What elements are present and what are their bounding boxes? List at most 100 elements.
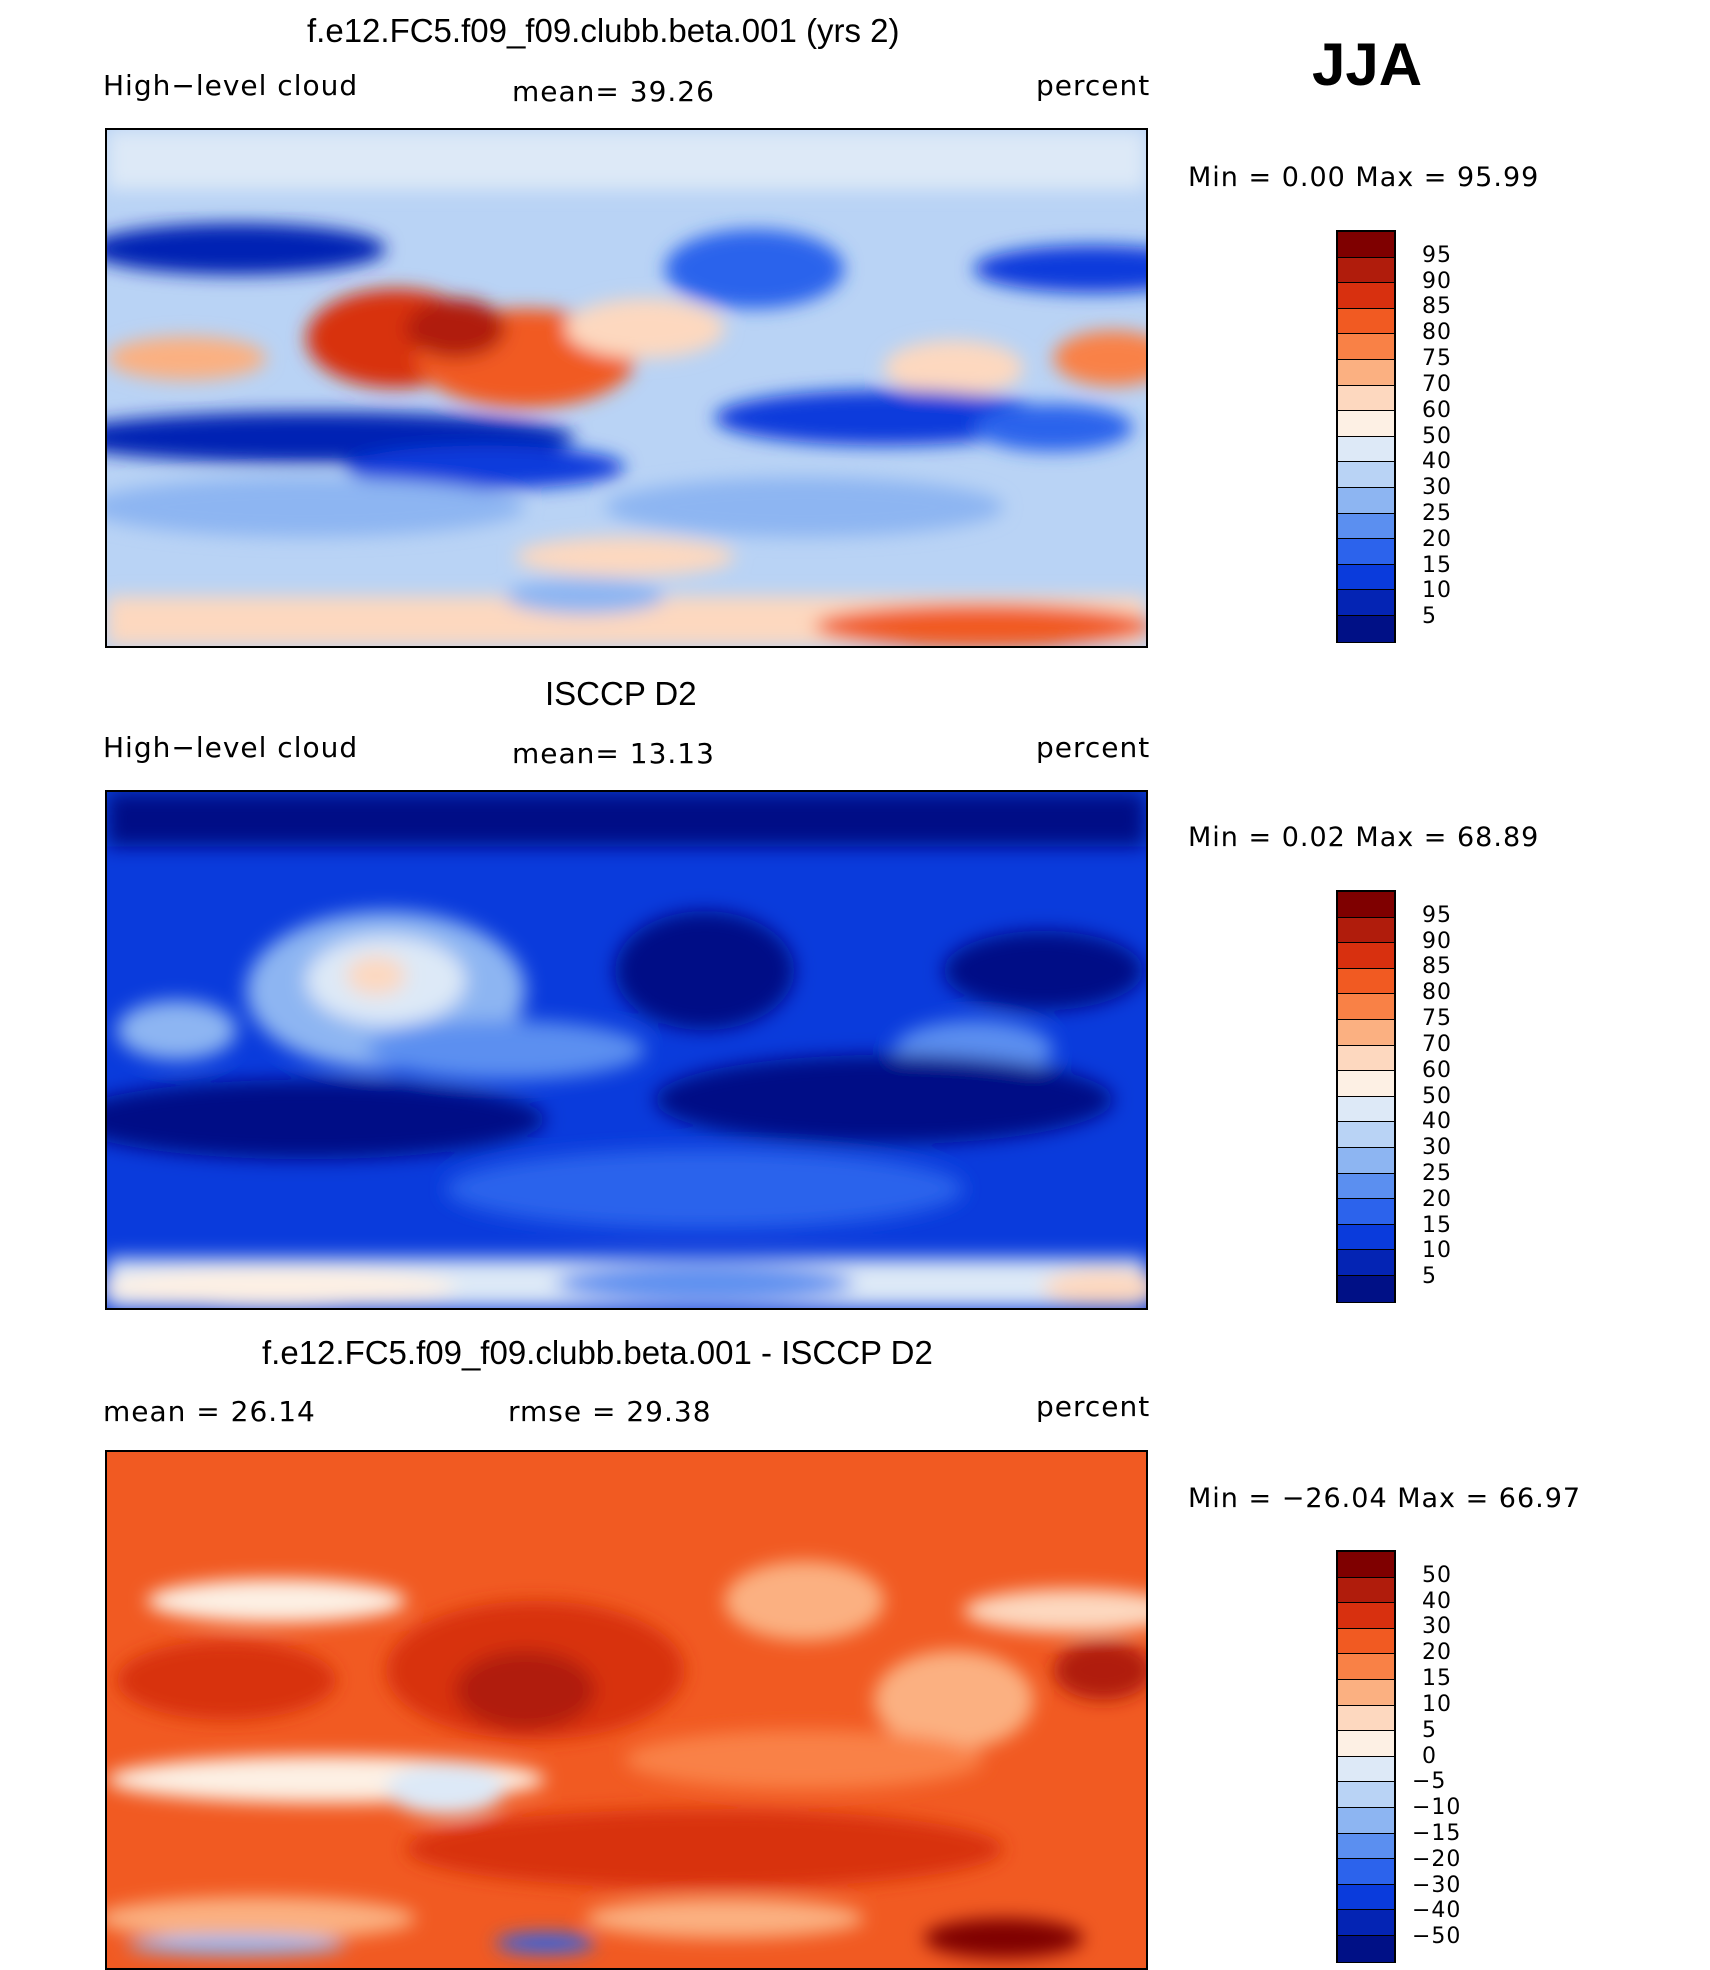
colorbar-tick-label: 20 xyxy=(1422,526,1452,552)
panel3-units-label: percent xyxy=(1036,1390,1151,1423)
colorbar-segment xyxy=(1338,436,1394,463)
colorbar-tick-label: 85 xyxy=(1422,294,1452,320)
colorbar-segment xyxy=(1338,564,1394,591)
panel2-map xyxy=(105,790,1148,1310)
colorbar-segment xyxy=(1338,1577,1394,1604)
panel2-title: ISCCP D2 xyxy=(545,675,697,712)
panel1-map xyxy=(105,128,1148,648)
colorbar-segment xyxy=(1338,1807,1394,1834)
colorbar-segment xyxy=(1338,513,1394,540)
panel3-minmax: Min = −26.04 Max = 66.97 xyxy=(1188,1483,1582,1514)
panel3-map xyxy=(105,1450,1148,1970)
panel3-mean-label: mean = 26.14 xyxy=(103,1395,316,1428)
colorbar-tick-label: −40 xyxy=(1412,1898,1462,1924)
panel2-mean-label: mean= 13.13 xyxy=(512,737,715,770)
colorbar-tick-label: 20 xyxy=(1422,1640,1452,1666)
colorbar-segment xyxy=(1338,385,1394,412)
panel3-rmse-label: rmse = 29.38 xyxy=(508,1395,712,1428)
colorbar-segment xyxy=(1338,1654,1394,1680)
panel1-units-label: percent xyxy=(1036,69,1151,102)
colorbar-tick-label: 15 xyxy=(1422,552,1452,578)
colorbar-segment xyxy=(1338,1096,1394,1123)
colorbar-tick-label: 90 xyxy=(1422,268,1452,294)
colorbar-tick-label: −5 xyxy=(1412,1769,1447,1795)
colorbar-segment xyxy=(1338,359,1394,386)
colorbar-segment xyxy=(1338,1019,1394,1046)
colorbar-segment xyxy=(1338,1224,1394,1251)
colorbar-segment xyxy=(1338,1679,1394,1706)
colorbar-segment xyxy=(1338,615,1394,642)
panel2-units-label: percent xyxy=(1036,731,1151,764)
colorbar-tick-label: −10 xyxy=(1412,1795,1462,1821)
colorbar-segment xyxy=(1338,334,1394,360)
colorbar-segment xyxy=(1338,1884,1394,1911)
colorbar-tick-label: 60 xyxy=(1422,1057,1452,1083)
colorbar-tick-label: 50 xyxy=(1422,1083,1452,1109)
colorbar-segment xyxy=(1338,487,1394,514)
panel2-minmax: Min = 0.02 Max = 68.89 xyxy=(1188,822,1540,853)
colorbar-tick-label: 60 xyxy=(1422,397,1452,423)
panel2-variable-label: High−level cloud xyxy=(103,731,359,764)
colorbar-tick-label: 95 xyxy=(1422,902,1452,928)
colorbar-segment xyxy=(1338,1782,1394,1808)
panel1-mean-label: mean= 39.26 xyxy=(512,75,715,108)
panel1-colorbar xyxy=(1336,230,1396,643)
colorbar-tick-label: 80 xyxy=(1422,980,1452,1006)
colorbar-segment xyxy=(1338,1552,1394,1578)
colorbar-segment xyxy=(1338,1756,1394,1783)
colorbar-tick-label: 0 xyxy=(1422,1743,1437,1769)
colorbar-tick-label: 90 xyxy=(1422,928,1452,954)
colorbar-segment xyxy=(1338,539,1394,565)
colorbar-segment xyxy=(1338,232,1394,258)
colorbar-segment xyxy=(1338,1705,1394,1732)
colorbar-tick-label: −30 xyxy=(1412,1872,1462,1898)
colorbar-tick-label: 40 xyxy=(1422,1109,1452,1135)
colorbar-tick-label: 30 xyxy=(1422,1135,1452,1161)
colorbar-tick-label: 20 xyxy=(1422,1186,1452,1212)
colorbar-segment xyxy=(1338,1173,1394,1200)
colorbar-segment xyxy=(1338,994,1394,1020)
colorbar-segment xyxy=(1338,1199,1394,1225)
season-label: JJA xyxy=(1312,31,1423,98)
colorbar-tick-label: 10 xyxy=(1422,578,1452,604)
colorbar-tick-label: 50 xyxy=(1422,1562,1452,1588)
colorbar-tick-label: 5 xyxy=(1422,604,1437,630)
colorbar-segment xyxy=(1338,1250,1394,1276)
panel1-title: f.e12.FC5.f09_f09.clubb.beta.001 (yrs 2) xyxy=(307,12,900,49)
colorbar-segment xyxy=(1338,1859,1394,1885)
colorbar-segment xyxy=(1338,917,1394,944)
colorbar-segment xyxy=(1338,1603,1394,1629)
colorbar-segment xyxy=(1338,968,1394,995)
colorbar-tick-label: 95 xyxy=(1422,242,1452,268)
colorbar-tick-label: 70 xyxy=(1422,371,1452,397)
colorbar-segment xyxy=(1338,1833,1394,1860)
colorbar-tick-label: −50 xyxy=(1412,1924,1462,1950)
colorbar-segment xyxy=(1338,283,1394,309)
colorbar-segment xyxy=(1338,1910,1394,1936)
colorbar-tick-label: 85 xyxy=(1422,954,1452,980)
colorbar-segment xyxy=(1338,411,1394,437)
colorbar-segment xyxy=(1338,1628,1394,1655)
colorbar-tick-label: 10 xyxy=(1422,1691,1452,1717)
panel2-colorbar xyxy=(1336,890,1396,1303)
panel3-title: f.e12.FC5.f09_f09.clubb.beta.001 - ISCCP… xyxy=(262,1334,933,1371)
colorbar-tick-label: 40 xyxy=(1422,449,1452,475)
colorbar-tick-label: −20 xyxy=(1412,1846,1462,1872)
colorbar-tick-label: 15 xyxy=(1422,1212,1452,1238)
colorbar-tick-label: 80 xyxy=(1422,320,1452,346)
panel1-minmax: Min = 0.00 Max = 95.99 xyxy=(1188,162,1540,193)
colorbar-segment xyxy=(1338,1045,1394,1072)
colorbar-tick-label: 5 xyxy=(1422,1717,1437,1743)
panel3-colorbar xyxy=(1336,1550,1396,1963)
colorbar-tick-label: 10 xyxy=(1422,1238,1452,1264)
panel1-variable-label: High−level cloud xyxy=(103,69,359,102)
colorbar-segment xyxy=(1338,308,1394,335)
colorbar-tick-label: 25 xyxy=(1422,500,1452,526)
colorbar-tick-label: 75 xyxy=(1422,1006,1452,1032)
colorbar-tick-label: −15 xyxy=(1412,1820,1462,1846)
colorbar-segment xyxy=(1338,1935,1394,1962)
colorbar-tick-label: 15 xyxy=(1422,1666,1452,1692)
colorbar-tick-label: 50 xyxy=(1422,423,1452,449)
colorbar-tick-label: 75 xyxy=(1422,346,1452,372)
colorbar-segment xyxy=(1338,1147,1394,1174)
